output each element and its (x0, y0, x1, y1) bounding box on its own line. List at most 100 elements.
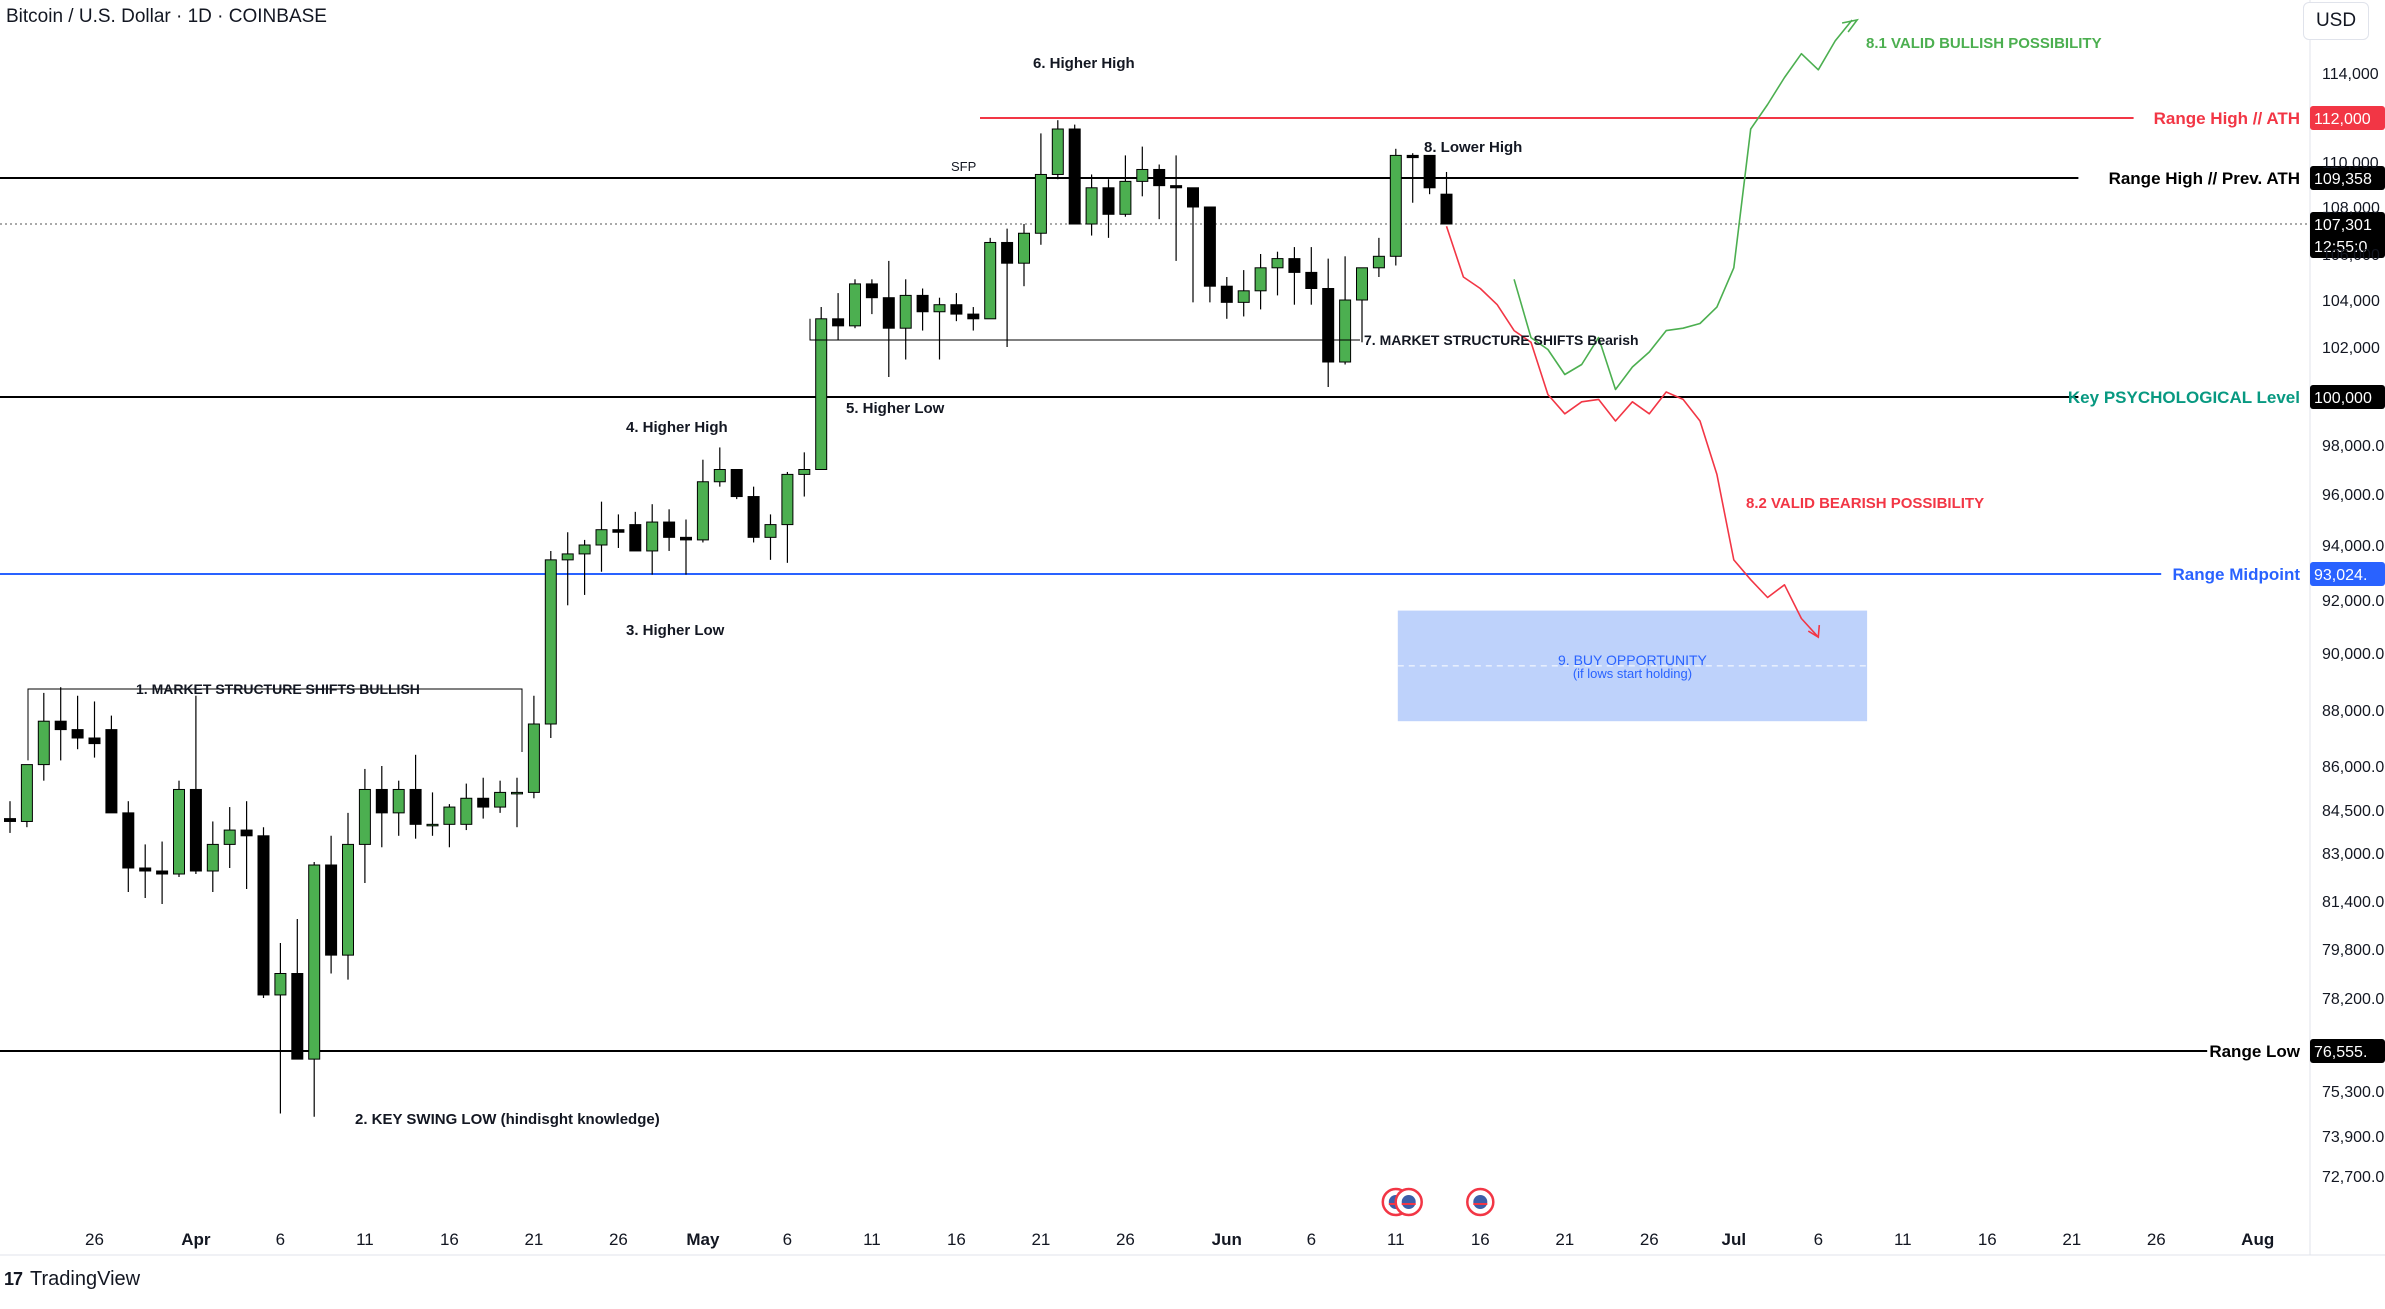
price-tick-14: 83,000.0 (2322, 846, 2384, 863)
candle-body-34 (578, 544, 591, 555)
time-tick-2: 6 (276, 1230, 285, 1249)
time-tick-18: 26 (1640, 1230, 1659, 1249)
candle-body-58 (984, 241, 997, 320)
candle-body-72 (1220, 285, 1233, 303)
tradingview-brand[interactable]: 17 TradingView (4, 1268, 140, 1291)
level-tag-4-bg (2310, 1039, 2385, 1063)
candle-body-21 (358, 788, 371, 845)
time-tick-23: 21 (2062, 1230, 2081, 1249)
candle-body-45 (764, 524, 777, 538)
event-markers[interactable] (1381, 1187, 1495, 1217)
candle-body-74 (1254, 267, 1267, 292)
candle-body-26 (443, 806, 456, 825)
candle-body-14 (240, 829, 253, 837)
levels-layer: Range High // ATH 112,000 Range High // Pr… (0, 106, 2385, 1063)
time-tick-9: 11 (863, 1230, 881, 1249)
time-tick-4: 16 (440, 1230, 459, 1249)
candle-body-63 (1068, 128, 1081, 225)
price-tick-9: 92,000.0 (2322, 593, 2384, 610)
annotation-higher-low-3: 3. Higher Low (626, 622, 725, 639)
candle-body-64 (1085, 187, 1098, 225)
candle-body-50 (849, 283, 861, 327)
candle-body-38 (646, 521, 659, 552)
candle-body-32 (544, 559, 557, 725)
candle-body-36 (612, 529, 625, 533)
time-tick-11: 21 (1031, 1230, 1050, 1249)
candle-body-67 (1136, 168, 1149, 182)
candle-body-65 (1102, 187, 1115, 215)
candle-body-2 (37, 720, 50, 766)
price-tick-6: 98,000.0 (2322, 438, 2384, 455)
annotation-higher-high-6: 6. Higher High (1033, 55, 1135, 72)
symbol-title[interactable]: Bitcoin / U.S. Dollar · 1D · COINBASE (6, 6, 327, 27)
price-tick-20: 72,700.0 (2322, 1169, 2384, 1186)
price-tick-11: 88,000.0 (2322, 703, 2384, 720)
annotation-key-swing-low: 2. KEY SWING LOW (hindisght knowledge) (355, 1111, 660, 1128)
price-tick-18: 75,300.0 (2322, 1084, 2384, 1101)
time-tick-16: 16 (1471, 1230, 1490, 1249)
candle-body-57 (967, 313, 980, 320)
time-tick-24: 26 (2147, 1230, 2166, 1249)
level-tag-0-bg (2310, 106, 2385, 130)
candle-body-10 (173, 788, 185, 875)
time-tick-6: 26 (609, 1230, 628, 1249)
candle-body-80 (1356, 267, 1368, 301)
annotation-msb-bullish: 1. MARKET STRUCTURE SHIFTS BULLISH (136, 681, 420, 697)
candle-body-56 (950, 304, 963, 315)
annotation-lower-high-8: 8. Lower High (1424, 139, 1522, 156)
candle-body-39 (663, 521, 676, 538)
annotation-buy-opportunity: 9. BUY OPPORTUNITY (1558, 652, 1708, 668)
candle-body-51 (865, 283, 878, 299)
price-tick-3: 106,000 (2322, 247, 2380, 264)
current-price-tag: 107,301 (2314, 217, 2372, 234)
candle-body-42 (713, 469, 726, 483)
candle-body-13 (223, 829, 236, 845)
candle-body-66 (1119, 180, 1132, 215)
bearish-arrow-head (1807, 625, 1821, 639)
price-tick-12: 86,000.0 (2322, 759, 2384, 776)
level-tag-0: 112,000 (2314, 111, 2371, 128)
candle-body-75 (1271, 258, 1284, 269)
msb-bearish-line (809, 318, 1360, 341)
bullish-arrow-head (1841, 18, 1859, 33)
price-axis[interactable]: 114,000 110,000 108,000 106,000 104,000 102,0… (2322, 66, 2384, 1186)
time-tick-3: 11 (356, 1230, 374, 1249)
candle-body-55 (933, 304, 946, 313)
candle-body-48 (815, 318, 828, 470)
level-label-2: Key PSYCHOLOGICAL Level (2068, 388, 2300, 407)
candle-body-28 (477, 797, 490, 808)
time-axis[interactable]: 26 Apr 6 11 16 21 26 May 6 11 16 21 26 Jun 6 11 16 21 26 Ju… (85, 1230, 2274, 1249)
time-tick-1: Apr (181, 1230, 211, 1249)
time-tick-12: 26 (1116, 1230, 1135, 1249)
candle-body-81 (1372, 255, 1385, 269)
candle-body-47 (798, 469, 811, 475)
currency-button[interactable]: USD (2303, 2, 2369, 40)
price-tick-19: 73,900.0 (2322, 1129, 2384, 1146)
msb-bullish-bracket (27, 688, 523, 761)
time-tick-0: 26 (85, 1230, 104, 1249)
candle-body-40 (680, 536, 692, 541)
candle-body-11 (189, 788, 202, 872)
level-tag-4: 76,555. (2314, 1044, 2367, 1061)
candle-body-17 (291, 973, 304, 1060)
candle-body-69 (1170, 185, 1183, 189)
bearish-path (1445, 226, 1819, 638)
time-tick-19: Jul (1722, 1230, 1747, 1249)
price-tick-15: 81,400.0 (2322, 894, 2384, 911)
candle-body-27 (460, 797, 473, 825)
time-tick-7: May (686, 1230, 720, 1249)
current-price-tag-bg (2310, 212, 2385, 258)
candle-body-77 (1305, 271, 1318, 289)
candle-body-23 (392, 788, 405, 814)
candle-body-9 (156, 870, 169, 875)
annotations-layer: 1. MARKET STRUCTURE SHIFTS BULLISH 2. KEY… (27, 35, 2102, 1128)
candle-body-43 (730, 469, 743, 498)
annotation-bearish-possibility: 8.2 VALID BEARISH POSSIBILITY (1746, 495, 1984, 512)
level-label-0: Range High // ATH (2154, 109, 2300, 128)
candle-body-84 (1423, 154, 1436, 189)
candle-body-19 (325, 864, 338, 956)
level-tag-2: 100,000 (2314, 390, 2372, 407)
candle-body-54 (916, 294, 929, 313)
